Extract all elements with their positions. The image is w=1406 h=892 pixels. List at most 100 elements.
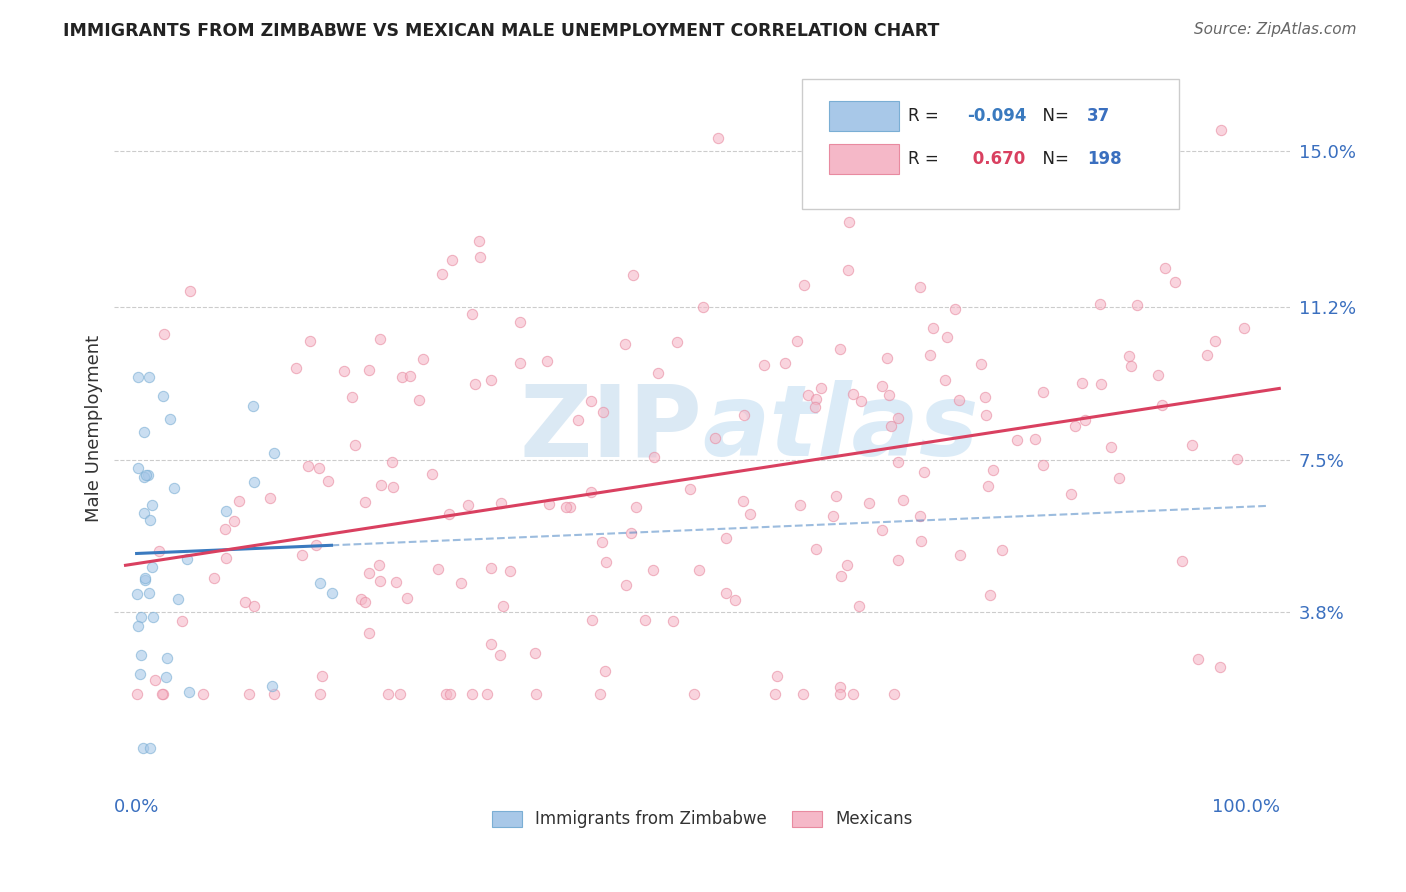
Point: [152, 688, 174, 702]
Point: [789, 498, 811, 512]
Point: [910, 533, 932, 548]
Point: [437, 507, 460, 521]
Point: [870, 523, 893, 537]
Point: [1005, 434, 1028, 448]
Point: [1150, 398, 1173, 412]
Point: [1074, 413, 1097, 427]
Point: [592, 405, 614, 419]
Point: [243, 599, 266, 614]
Point: [1108, 471, 1130, 485]
Point: [127, 461, 149, 475]
Point: [886, 411, 908, 425]
Point: [238, 688, 260, 702]
Text: N=: N=: [1032, 151, 1074, 169]
Point: [156, 651, 179, 665]
Text: N=: N=: [1032, 107, 1074, 125]
Point: [943, 302, 966, 317]
Point: [724, 592, 747, 607]
Point: [215, 503, 238, 517]
Point: [837, 263, 859, 277]
Point: [793, 278, 815, 293]
Point: [555, 500, 578, 514]
Point: [1099, 441, 1122, 455]
Point: [259, 491, 281, 505]
Point: [377, 688, 399, 702]
Point: [138, 586, 160, 600]
Point: [509, 356, 531, 370]
Point: [733, 408, 755, 422]
Point: [620, 525, 643, 540]
Point: [370, 332, 392, 346]
Point: [163, 481, 186, 495]
Point: [1226, 451, 1249, 466]
Point: [142, 610, 165, 624]
Point: [420, 467, 443, 481]
Point: [127, 688, 149, 702]
Point: [242, 399, 264, 413]
Point: [179, 285, 201, 299]
Point: [733, 494, 755, 508]
Point: [141, 560, 163, 574]
Point: [381, 455, 404, 469]
Text: ZIP: ZIP: [520, 380, 703, 477]
Point: [129, 648, 152, 662]
Point: [970, 358, 993, 372]
Point: [979, 588, 1001, 602]
Point: [912, 465, 935, 479]
Point: [922, 321, 945, 335]
Point: [132, 506, 155, 520]
Point: [688, 563, 710, 577]
Point: [1204, 334, 1226, 348]
Point: [1118, 349, 1140, 363]
Point: [134, 469, 156, 483]
Point: [1233, 321, 1256, 335]
Point: [299, 334, 322, 349]
Point: [706, 130, 728, 145]
Point: [1125, 298, 1147, 312]
Text: 0.670: 0.670: [967, 151, 1025, 169]
Point: [479, 373, 502, 387]
Point: [159, 411, 181, 425]
Point: [143, 673, 166, 687]
Point: [408, 393, 430, 408]
Point: [766, 669, 789, 683]
Point: [233, 595, 256, 609]
Point: [679, 482, 702, 496]
Point: [558, 500, 581, 514]
Point: [427, 562, 450, 576]
Point: [499, 565, 522, 579]
Point: [1119, 359, 1142, 374]
Point: [170, 614, 193, 628]
Text: IMMIGRANTS FROM ZIMBABWE VS MEXICAN MALE UNEMPLOYMENT CORRELATION CHART: IMMIGRANTS FROM ZIMBABWE VS MEXICAN MALE…: [63, 22, 939, 40]
Text: Source: ZipAtlas.com: Source: ZipAtlas.com: [1194, 22, 1357, 37]
Point: [202, 570, 225, 584]
Point: [297, 458, 319, 473]
Point: [434, 688, 457, 702]
Point: [368, 574, 391, 588]
Point: [381, 480, 404, 494]
Point: [908, 508, 931, 523]
Point: [661, 614, 683, 628]
Point: [786, 334, 808, 348]
Point: [1171, 553, 1194, 567]
Point: [934, 373, 956, 387]
Point: [1024, 432, 1046, 446]
Point: [837, 558, 859, 572]
Point: [475, 688, 498, 702]
Point: [842, 387, 865, 401]
Point: [1090, 297, 1112, 311]
Text: R =: R =: [908, 151, 945, 169]
Point: [960, 186, 983, 200]
Point: [344, 438, 367, 452]
Text: R =: R =: [908, 107, 945, 125]
Point: [806, 392, 828, 406]
Point: [1209, 123, 1232, 137]
Point: [849, 394, 872, 409]
Point: [626, 500, 648, 514]
Point: [127, 619, 149, 633]
Point: [370, 478, 392, 492]
Point: [395, 591, 418, 605]
Point: [567, 412, 589, 426]
Point: [136, 468, 159, 483]
Point: [589, 688, 612, 702]
